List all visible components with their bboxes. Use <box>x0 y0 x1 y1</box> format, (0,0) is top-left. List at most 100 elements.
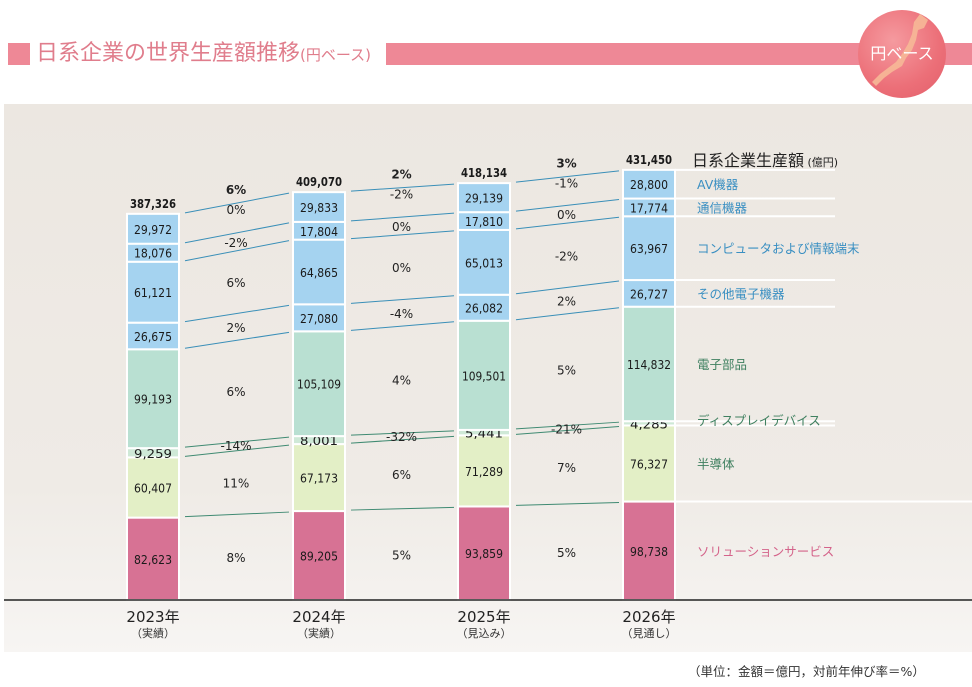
growth-label: -2% <box>224 236 247 250</box>
growth-label: -2% <box>390 188 413 202</box>
segment-value-label: 29,972 <box>134 223 172 237</box>
total-value-label: 431,450 <box>626 153 672 167</box>
growth-label: 0% <box>226 203 245 217</box>
legend-label: AV機器 <box>697 177 739 192</box>
x-tick-note: （実績） <box>297 626 341 640</box>
connector-line <box>515 170 620 183</box>
segment-value-label: 60,407 <box>134 482 172 496</box>
connector-line <box>184 436 290 448</box>
legend-label: 半導体 <box>697 457 735 472</box>
bar-segment <box>292 238 346 306</box>
connector-line <box>515 421 620 430</box>
total-legend-title: 日系企業生産額 (億円) <box>692 151 838 170</box>
connector-line <box>350 435 455 444</box>
growth-label: 5% <box>557 364 576 378</box>
connector-line <box>515 307 620 321</box>
legend-label: ソリューションサービス <box>697 544 834 559</box>
growth-label: -1% <box>555 176 578 190</box>
connector-line <box>184 511 290 518</box>
segment-value-label: 9,259 <box>134 447 172 461</box>
segment-value-label: 27,080 <box>300 312 338 326</box>
bar-segment <box>126 321 180 351</box>
growth-label: 0% <box>392 220 411 234</box>
x-tick-label: 2023年 <box>126 608 179 626</box>
growth-label: 6% <box>226 385 245 399</box>
connector-line <box>515 199 620 212</box>
connector-line <box>184 331 290 349</box>
bar-segment <box>292 191 346 223</box>
bar-segment <box>622 424 676 503</box>
total-legend-unit: (億円) <box>804 156 838 169</box>
segment-value-label: 114,832 <box>627 358 671 372</box>
legend-label: 通信機器 <box>697 200 748 215</box>
connector-line <box>515 425 620 435</box>
segment-value-label: 18,076 <box>134 247 172 261</box>
segment-value-label: 8,001 <box>300 434 338 448</box>
segment-value-label: 76,327 <box>630 458 668 472</box>
title-bar: 日系企業の世界生産額推移(円ベース) <box>0 40 972 68</box>
growth-label: 5% <box>557 546 576 560</box>
segment-value-label: 26,675 <box>134 330 172 344</box>
segment-value-label: 17,774 <box>630 201 668 215</box>
growth-label: 0% <box>557 208 576 222</box>
segment-value-label: 98,738 <box>630 545 668 559</box>
connector-line <box>515 280 620 295</box>
total-value-label: 387,326 <box>130 197 176 211</box>
legend-label: その他電子機器 <box>697 286 785 301</box>
x-tick-label: 2025年 <box>457 608 510 626</box>
total-growth-label: 2% <box>391 168 411 182</box>
total-value-label: 409,070 <box>296 175 342 189</box>
bar-segment <box>126 212 180 245</box>
x-tick-label: 2026年 <box>622 608 675 626</box>
segment-value-label: 29,833 <box>300 201 338 215</box>
growth-label: 11% <box>223 477 250 491</box>
segment-value-label: 105,109 <box>297 378 341 392</box>
segment-value-label: 93,859 <box>465 547 503 561</box>
segment-value-label: 82,623 <box>134 553 172 567</box>
segment-value-label: 89,205 <box>300 550 338 564</box>
growth-label: -21% <box>551 423 582 437</box>
bar-segment <box>126 348 180 450</box>
growth-label: 6% <box>392 468 411 482</box>
title-stripe <box>386 43 972 65</box>
bar-segment <box>622 305 676 423</box>
segment-value-label: 28,800 <box>630 178 668 192</box>
bar-segment <box>622 500 676 602</box>
connector-line <box>184 304 290 323</box>
segment-value-label: 67,173 <box>300 472 338 486</box>
title-main: 日系企業の世界生産額推移 <box>36 41 301 66</box>
yen-base-badge: 円ベース <box>858 10 946 98</box>
growth-label: 0% <box>392 261 411 275</box>
segment-value-label: 26,727 <box>630 287 668 301</box>
total-growth-label: 6% <box>226 183 246 197</box>
x-tick-label: 2024年 <box>292 608 345 626</box>
connector-line <box>350 506 455 511</box>
segment-value-label: 26,082 <box>465 302 503 316</box>
connector-line <box>350 212 455 222</box>
bar-segment <box>292 330 346 438</box>
growth-label: -32% <box>386 430 417 444</box>
title-suffix: (円ベース) <box>300 46 371 64</box>
growth-label: -4% <box>390 307 413 321</box>
x-tick-note: （見込み） <box>457 627 512 640</box>
connector-line <box>184 240 290 262</box>
bar-segment <box>457 228 511 296</box>
bar-segment <box>457 434 511 508</box>
connector-line <box>515 502 620 506</box>
growth-label: 7% <box>557 461 576 475</box>
connector-line <box>350 321 455 331</box>
growth-label: 4% <box>392 374 411 388</box>
segment-value-label: 64,865 <box>300 266 338 280</box>
growth-label: -2% <box>555 249 578 263</box>
page-title: 日系企業の世界生産額推移(円ベース) <box>36 40 371 69</box>
bar-segment <box>457 182 511 214</box>
badge-label: 円ベース <box>870 44 934 63</box>
connector-line <box>350 295 455 304</box>
bar-segment <box>457 293 511 322</box>
x-tick-note: （実績） <box>131 626 175 640</box>
growth-label: 6% <box>226 276 245 290</box>
japan-map-icon <box>872 14 928 86</box>
x-tick-note: （見通し） <box>622 627 677 640</box>
connector-line <box>350 183 455 192</box>
